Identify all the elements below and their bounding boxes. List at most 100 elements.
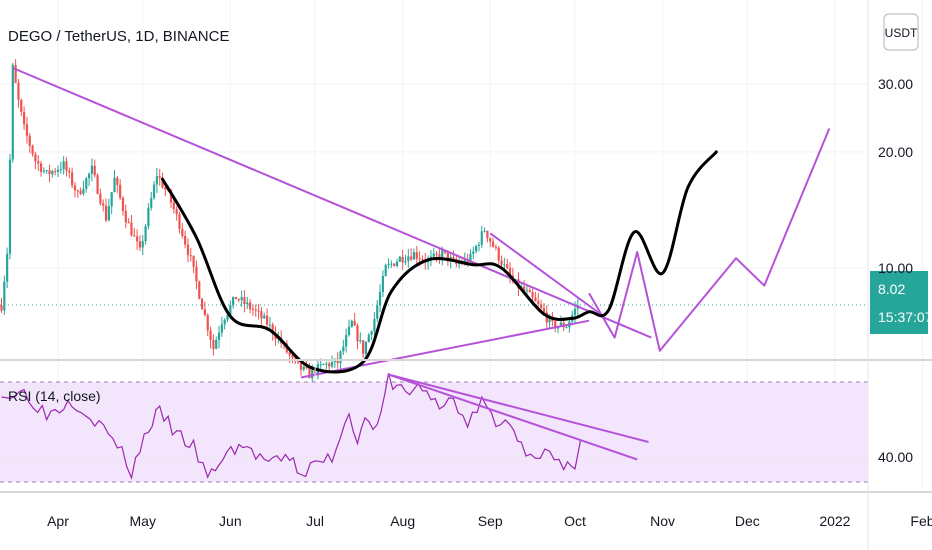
candle-body [347, 326, 351, 336]
rising-support[interactable] [300, 319, 590, 379]
candle-body [407, 256, 410, 262]
rsi-tick-label: 40.00 [878, 449, 913, 465]
time-tick-label: Apr [47, 513, 69, 529]
last-price-tag: 8.02 15:37:07 [870, 271, 932, 334]
price-tick-label: 20.00 [878, 144, 913, 160]
candle-body [76, 190, 79, 192]
candle-body [220, 324, 223, 333]
candle-body [260, 311, 263, 319]
candle-body [14, 64, 17, 83]
candle-body [172, 202, 175, 210]
candle-body [6, 253, 9, 282]
candle-body [415, 252, 418, 259]
short-resistance[interactable] [489, 232, 601, 315]
candle-body [150, 197, 153, 208]
candle-body [367, 334, 370, 343]
candle-body [362, 340, 365, 354]
candle-body [299, 362, 303, 370]
candle-body [376, 305, 379, 319]
candle-body [531, 292, 534, 298]
candle-body [302, 366, 305, 370]
candle-body [508, 268, 512, 276]
rsi-upper-trendline[interactable] [388, 373, 649, 443]
candle-body [249, 302, 252, 310]
candle-body [8, 159, 12, 254]
candle-body [200, 298, 204, 310]
candle-body [390, 263, 393, 265]
candle-body [503, 264, 506, 266]
candle-body [39, 163, 43, 172]
candle-body [51, 171, 54, 175]
candle-body [523, 286, 526, 291]
candle-body [497, 247, 500, 261]
candle-body [124, 210, 127, 223]
price-axis[interactable]: 30.00 20.00 10.00 [878, 76, 913, 276]
time-axis[interactable]: Apr May Jun Jul Aug Sep Oct Nov Dec 2022 Feb [47, 513, 932, 529]
rsi-legend[interactable]: RSI (14, close) [8, 388, 101, 404]
candle-body [565, 327, 568, 329]
candle-body [62, 161, 65, 170]
candle-body [500, 260, 503, 265]
candle-body [322, 364, 325, 366]
candle-body [342, 346, 345, 352]
rsi-lower-trendline[interactable] [388, 373, 638, 461]
candle-body [452, 257, 455, 259]
candle-body [217, 332, 221, 340]
candle-body [186, 244, 190, 256]
candle-body [305, 366, 308, 369]
candle-body [539, 304, 543, 308]
price-pane[interactable] [0, 0, 923, 385]
candle-body [192, 255, 195, 267]
candle-body [82, 188, 85, 194]
time-tick-label: Dec [735, 513, 760, 529]
candle-body [494, 246, 497, 248]
candle-body [71, 172, 74, 186]
candle-body [489, 238, 492, 242]
candle-body [308, 368, 311, 379]
candle-body [251, 309, 255, 311]
candle-body [554, 321, 557, 329]
candle-body [381, 276, 384, 293]
candle-body [401, 256, 404, 263]
descending-resistance[interactable] [12, 67, 652, 339]
projection-zigzag[interactable] [588, 128, 831, 352]
candle-body [472, 251, 475, 254]
candle-body [20, 99, 23, 113]
projection-curve[interactable] [161, 150, 718, 374]
candle-body [28, 135, 31, 146]
candle-body [353, 320, 356, 326]
candle-body [203, 309, 207, 315]
candle-body [152, 184, 156, 198]
candle-body [359, 340, 362, 342]
candle-body [45, 170, 48, 172]
candle-body [291, 355, 294, 358]
candle-body [311, 369, 314, 379]
candle-body [127, 222, 130, 224]
candle-body [319, 364, 322, 366]
candle-body [181, 228, 184, 237]
candle-body [370, 331, 373, 335]
candle-body [226, 314, 229, 320]
candle-body [432, 253, 435, 257]
candle-body [446, 252, 449, 262]
candle-body [136, 236, 139, 242]
symbol-title[interactable]: DEGO / TetherUS, 1D, BINANCE [8, 28, 229, 45]
candle-body [483, 230, 486, 232]
time-tick-label: Sep [478, 513, 503, 529]
candle-body [178, 214, 181, 229]
candle-body [463, 258, 466, 264]
candle-body [534, 297, 537, 302]
candle-body [116, 177, 119, 185]
currency-button[interactable]: USDT [883, 13, 919, 51]
candle-body [169, 190, 173, 203]
candle-body [121, 197, 125, 211]
rsi-axis[interactable]: 40.00 [878, 449, 913, 465]
rsi-pane[interactable] [0, 362, 923, 490]
candle-body [234, 297, 238, 300]
candle-body [393, 263, 396, 266]
candle-body [206, 314, 209, 331]
candle-body [195, 266, 198, 282]
candle-body [265, 315, 269, 325]
candle-body [410, 256, 413, 260]
